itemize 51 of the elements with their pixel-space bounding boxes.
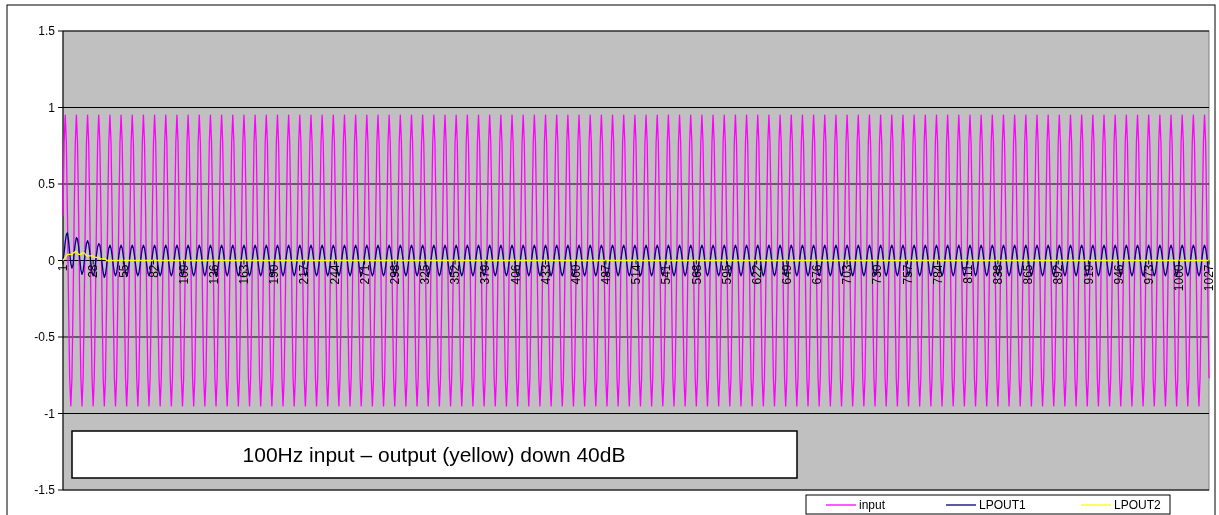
x-tick-label: 811 bbox=[960, 264, 975, 284]
y-tick-label: 0 bbox=[48, 253, 56, 268]
x-tick-label: 973 bbox=[1141, 264, 1156, 285]
x-tick-label: 163 bbox=[237, 264, 252, 285]
x-tick-label: 271 bbox=[357, 264, 372, 285]
x-tick-label: 1000 bbox=[1172, 264, 1187, 292]
x-tick-label: 28 bbox=[86, 264, 101, 278]
x-tick-label: 622 bbox=[749, 264, 764, 285]
x-tick-label: 1027 bbox=[1202, 264, 1217, 292]
x-tick-label: 460 bbox=[568, 264, 583, 285]
x-tick-label: 487 bbox=[599, 264, 614, 285]
x-tick-label: 433 bbox=[538, 264, 553, 285]
x-tick-label: 541 bbox=[659, 264, 674, 285]
x-tick-label: 217 bbox=[297, 264, 312, 285]
annotation: 100Hz input – output (yellow) down 40dB bbox=[242, 443, 626, 466]
x-tick-label: 568 bbox=[689, 264, 704, 285]
x-tick-label: 703 bbox=[840, 264, 855, 285]
y-tick-label: 1 bbox=[48, 100, 56, 115]
x-tick-label: 649 bbox=[779, 264, 794, 285]
legend-label: LPOUT2 bbox=[1114, 498, 1162, 513]
x-tick-label: 109 bbox=[176, 264, 191, 285]
x-tick-label: 595 bbox=[719, 264, 734, 285]
x-tick-label: 838 bbox=[991, 264, 1006, 285]
x-tick-label: 757 bbox=[900, 264, 915, 285]
y-tick-label: -0.5 bbox=[34, 330, 56, 345]
legend-label: LPOUT1 bbox=[979, 498, 1027, 513]
y-tick-label: 0.5 bbox=[38, 177, 56, 192]
x-tick-label: 190 bbox=[267, 264, 282, 285]
x-tick-label: 514 bbox=[629, 264, 644, 285]
y-tick-label: 1.5 bbox=[38, 24, 56, 39]
x-tick-label: 136 bbox=[206, 264, 221, 285]
x-tick-label: 892 bbox=[1051, 264, 1066, 285]
x-tick-label: 676 bbox=[810, 264, 825, 285]
x-tick-label: 1 bbox=[56, 264, 71, 272]
x-tick-label: 55 bbox=[116, 264, 131, 278]
x-tick-label: 352 bbox=[448, 264, 463, 285]
x-tick-label: 946 bbox=[1111, 264, 1126, 285]
y-tick-label: -1 bbox=[44, 406, 56, 421]
x-tick-label: 865 bbox=[1021, 264, 1036, 285]
x-tick-label: 730 bbox=[870, 264, 885, 285]
line-series bbox=[62, 250, 1210, 262]
x-tick-label: 784 bbox=[930, 264, 945, 285]
legend-label: input bbox=[859, 498, 886, 513]
x-tick-label: 406 bbox=[508, 264, 523, 285]
x-tick-label: 82 bbox=[146, 264, 161, 278]
x-tick-label: 298 bbox=[387, 264, 402, 285]
x-tick-label: 379 bbox=[478, 264, 493, 285]
x-tick-label: 244 bbox=[327, 264, 342, 285]
y-tick-label: -1.5 bbox=[34, 483, 56, 498]
x-tick-label: 919 bbox=[1081, 264, 1096, 285]
x-tick-label: 325 bbox=[418, 264, 433, 285]
